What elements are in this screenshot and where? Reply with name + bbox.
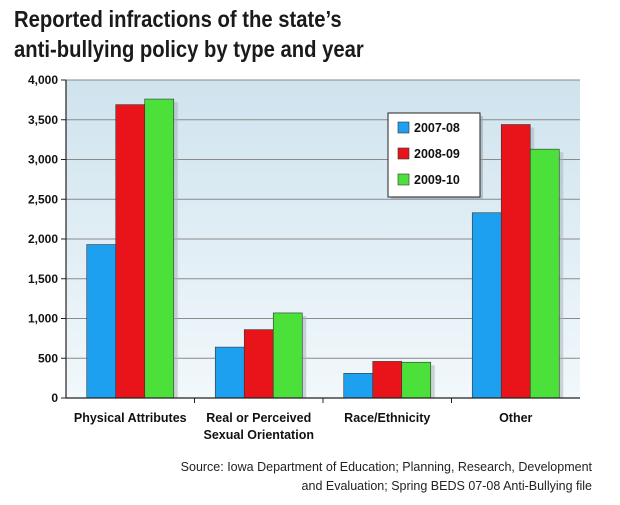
y-tick-label: 2,000 bbox=[28, 232, 58, 246]
bar bbox=[471, 212, 502, 399]
bar bbox=[115, 104, 146, 399]
x-category-label: Sexual Orientation bbox=[204, 428, 314, 442]
y-tick-label: 0 bbox=[51, 391, 58, 405]
x-category-label: Race/Ethnicity bbox=[344, 411, 430, 425]
y-tick-label: 2,500 bbox=[28, 192, 58, 206]
bar bbox=[500, 124, 531, 399]
x-category-label: Physical Attributes bbox=[74, 411, 187, 425]
legend-label: 2008-09 bbox=[414, 147, 460, 161]
chart-title-line-2: anti-bullying policy by type and year bbox=[14, 36, 364, 62]
y-tick-label: 1,500 bbox=[28, 272, 58, 286]
bar bbox=[144, 98, 175, 399]
bar bbox=[529, 148, 560, 399]
y-tick-label: 1,000 bbox=[28, 312, 58, 326]
legend-swatch bbox=[397, 121, 410, 134]
bar bbox=[401, 361, 432, 399]
x-category-label: Real or Perceived bbox=[206, 411, 311, 425]
legend: 2007-08 2008-09 2009-10 bbox=[387, 112, 483, 200]
legend-label: 2007-08 bbox=[414, 121, 460, 135]
bar bbox=[214, 346, 245, 399]
bar bbox=[86, 244, 117, 399]
y-tick-label: 4,000 bbox=[28, 73, 58, 87]
bars bbox=[86, 98, 564, 399]
bar bbox=[272, 312, 303, 399]
chart-title-line-1: Reported infractions of the state’s bbox=[14, 6, 342, 32]
source-line-1: Source: Iowa Department of Education; Pl… bbox=[180, 460, 592, 474]
legend-swatch bbox=[397, 147, 410, 160]
y-tick-label: 3,000 bbox=[28, 153, 58, 167]
bar bbox=[343, 373, 374, 399]
chart-title: Reported infractions of the state’s anti… bbox=[14, 4, 507, 64]
legend-swatch bbox=[397, 173, 410, 186]
y-tick-label: 500 bbox=[38, 351, 58, 365]
y-tick-label: 3,500 bbox=[28, 113, 58, 127]
bar bbox=[243, 329, 274, 399]
bar bbox=[372, 361, 403, 399]
source-note: Source: Iowa Department of Education; Pl… bbox=[60, 458, 592, 496]
x-category-label: Other bbox=[499, 411, 532, 425]
legend-label: 2009-10 bbox=[414, 173, 460, 187]
axes: 0 500 1,000 1,500 2,000 2,500 3,000 3,500 4,000 P… bbox=[28, 73, 580, 442]
source-line-2: and Evaluation; Spring BEDS 07-08 Anti-B… bbox=[301, 479, 592, 493]
